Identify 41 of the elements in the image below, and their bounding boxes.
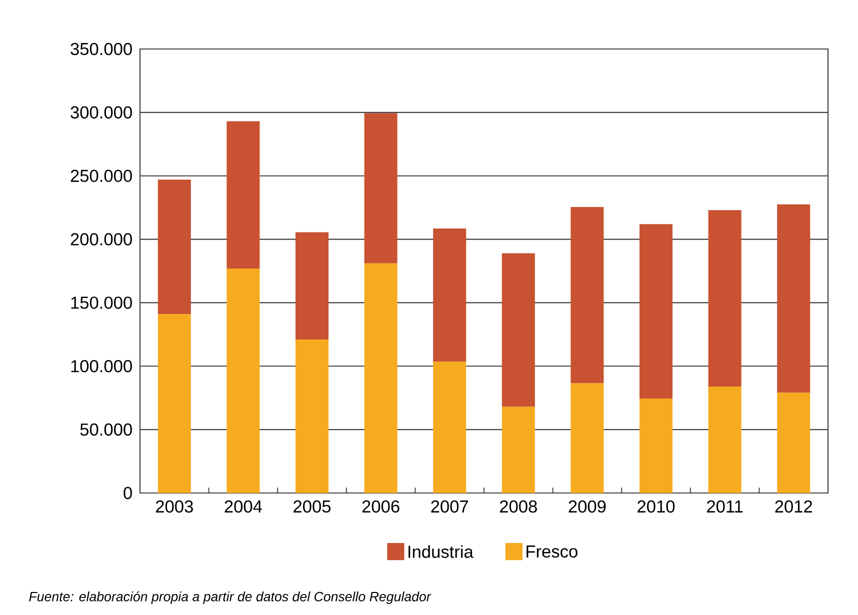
bar (158, 180, 191, 314)
x-tick-label: 2004 (224, 500, 262, 513)
x-tick-label: 2006 (362, 500, 400, 513)
legend-label: Fresco (526, 546, 578, 558)
source-note: Fuente: elaboración propia a partir de datos del Consello Regulador (29, 591, 432, 604)
bar (708, 210, 742, 386)
y-tick-label: 350.000 (70, 42, 132, 56)
x-tick-label: 2003 (156, 500, 193, 513)
bar (295, 232, 329, 340)
legend-label: Industria (408, 545, 474, 558)
bar (777, 204, 810, 393)
bar (639, 224, 673, 398)
bar (226, 121, 260, 268)
bar (570, 206, 604, 384)
y-tick-label: 200.000 (70, 233, 132, 246)
bar (639, 398, 673, 493)
bar (570, 383, 604, 493)
y-tick-label: 0 (124, 486, 132, 500)
bar (433, 228, 466, 362)
bar (364, 263, 398, 493)
y-tick-label: 100.000 (71, 360, 132, 372)
bar (502, 253, 535, 407)
y-tick-label: 250.000 (70, 170, 132, 182)
bar (226, 268, 260, 493)
bar (777, 392, 810, 493)
y-tick-label: 300.000 (70, 106, 132, 119)
bar (364, 113, 398, 264)
bar (158, 314, 191, 493)
bar (433, 362, 466, 493)
x-tick-label: 2010 (638, 500, 675, 513)
bar (502, 406, 535, 493)
x-tick-label: 2008 (500, 500, 537, 513)
x-tick-label: 2009 (568, 500, 606, 513)
bar (295, 340, 329, 493)
x-tick-label: 2011 (707, 500, 743, 513)
y-tick-label: 150.000 (71, 296, 132, 309)
x-tick-label: 2007 (431, 500, 468, 513)
y-tick-label: 50.000 (80, 423, 132, 436)
x-tick-label: 2012 (775, 500, 812, 513)
x-tick-label: 2005 (294, 500, 331, 513)
bar (708, 386, 742, 493)
